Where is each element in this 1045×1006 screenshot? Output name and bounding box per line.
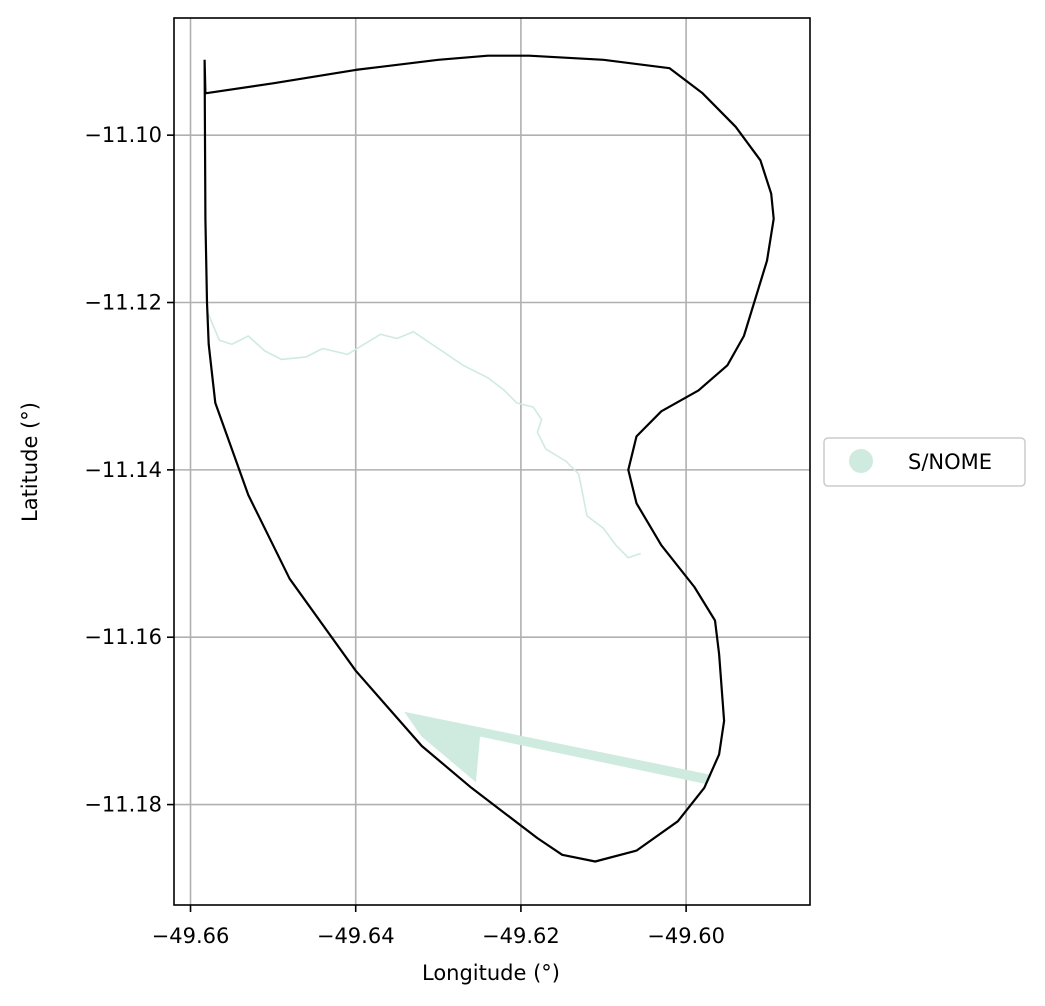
y-tick-label: −11.10 bbox=[84, 123, 162, 147]
legend-frame bbox=[823, 437, 1026, 487]
y-tick-label: −11.14 bbox=[84, 458, 162, 482]
s-nome-river-line bbox=[206, 310, 641, 559]
plot-frame bbox=[173, 17, 811, 906]
boundary-outline bbox=[203, 54, 775, 863]
y-tick-label: −11.18 bbox=[84, 793, 162, 817]
y-tick-label: −11.16 bbox=[84, 625, 162, 649]
x-tick-label: −49.62 bbox=[482, 924, 560, 948]
axis-ticks: −49.66 −49.64 −49.62 −49.60 −11.10 −11.12 −11.… bbox=[84, 123, 725, 948]
y-axis-label: Latitude (°) bbox=[18, 402, 42, 522]
x-tick-label: −49.60 bbox=[647, 924, 725, 948]
y-tick-label: −11.12 bbox=[84, 291, 162, 315]
x-tick-label: −49.66 bbox=[152, 924, 230, 948]
legend-label-s-nome: S/NOME bbox=[908, 450, 992, 474]
legend: S/NOME bbox=[823, 437, 1026, 487]
x-axis-label: Longitude (°) bbox=[422, 961, 560, 985]
legend-marker-s-nome bbox=[849, 449, 873, 473]
x-tick-label: −49.64 bbox=[317, 924, 395, 948]
map-data-layer bbox=[203, 54, 775, 863]
